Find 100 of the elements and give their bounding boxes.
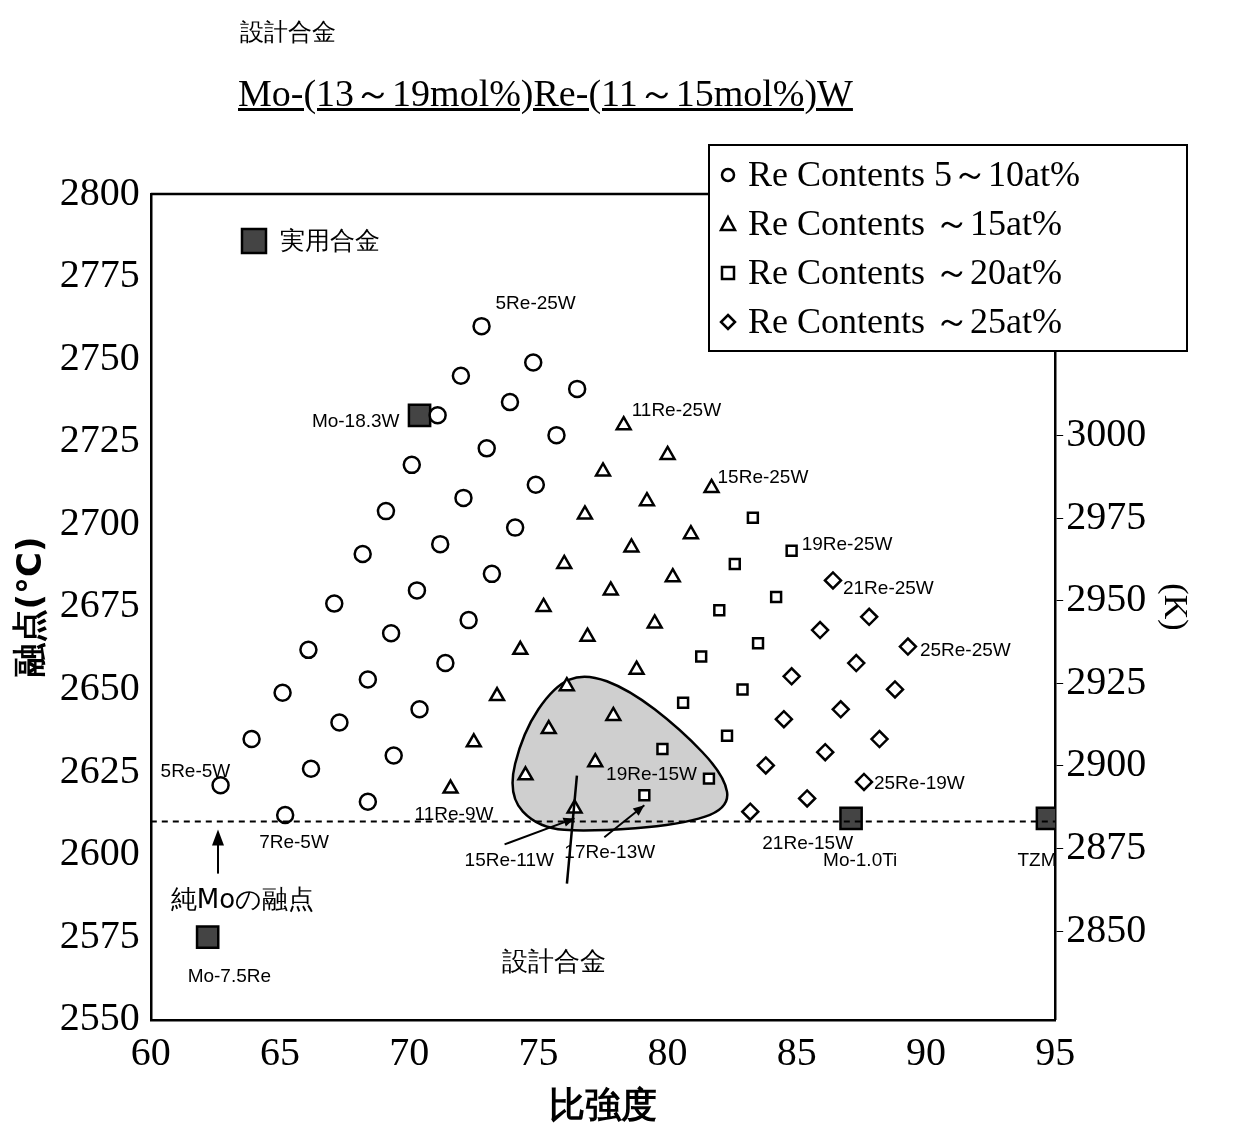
x-tick-label: 90: [906, 1029, 946, 1075]
point: [859, 607, 879, 627]
point: [325, 594, 344, 613]
annotation: 19Re-15W: [606, 762, 697, 784]
point: [358, 670, 378, 689]
y-tick-label: 2750: [59, 333, 140, 379]
point: [558, 676, 575, 692]
legend-label: Re Contents ～25at%: [748, 300, 1062, 343]
point: [728, 557, 741, 571]
point: [517, 766, 534, 781]
point: [273, 683, 292, 703]
point: [638, 788, 651, 802]
annotation: Mo-7.5Re: [187, 965, 272, 987]
point: [275, 805, 295, 825]
point: [301, 759, 321, 779]
point: [535, 597, 552, 613]
y-tick-label: 2625: [59, 746, 140, 792]
annotation: 5Re-25W: [495, 292, 576, 314]
x-axis-title: 比強度: [549, 1083, 657, 1125]
annotation: 15Re-11W: [464, 848, 555, 870]
point: [465, 733, 482, 748]
annotation: 5Re-5W: [160, 759, 231, 781]
point: [512, 640, 529, 656]
y2-tick-label: 2950: [1066, 575, 1147, 621]
point: [500, 392, 520, 412]
point: [407, 581, 427, 600]
point: [623, 538, 640, 553]
point: [587, 752, 604, 768]
point: [870, 729, 889, 749]
y-tick-label: 2800: [59, 168, 140, 214]
legend-label: 実用合金: [280, 225, 380, 257]
annotation: 19Re-25W: [801, 532, 893, 554]
point: [664, 567, 681, 583]
y-axis-title: 融点(°C): [9, 536, 50, 678]
point: [579, 627, 596, 642]
point: [782, 667, 801, 686]
y-tick-label: 2700: [59, 498, 140, 544]
point: [839, 806, 863, 831]
x-tick-label: 70: [389, 1029, 430, 1075]
point: [682, 524, 700, 540]
legend-label: Re Contents ～20at%: [748, 251, 1062, 294]
point: [556, 554, 573, 570]
point: [407, 403, 432, 428]
chart-title: 設計合金: [240, 17, 336, 48]
point: [540, 719, 557, 735]
point: [694, 650, 708, 663]
point: [195, 925, 220, 950]
point: [353, 544, 372, 564]
y2-tick-label: 2875: [1066, 823, 1147, 869]
x-tick-label: 85: [776, 1029, 817, 1075]
point: [615, 415, 632, 431]
point: [756, 756, 776, 775]
point: [299, 640, 318, 660]
x-tick-label: 75: [518, 1029, 559, 1075]
point: [846, 653, 866, 673]
point: [381, 624, 401, 643]
point: [428, 406, 447, 425]
point: [402, 455, 422, 475]
point: [659, 445, 676, 461]
point: [898, 637, 918, 656]
point: [605, 706, 622, 722]
annotation: 設計合金: [501, 946, 606, 977]
point: [746, 511, 760, 524]
point: [885, 680, 905, 699]
point: [451, 366, 471, 385]
y-tick-label: 2775: [59, 251, 140, 297]
point: [797, 789, 817, 808]
point: [242, 729, 261, 749]
point: [526, 475, 546, 494]
point: [477, 439, 496, 458]
annotation: Mo-18.3W: [311, 409, 400, 431]
y-tick-label: 2575: [59, 911, 140, 957]
point: [358, 792, 378, 812]
point: [741, 802, 760, 821]
point: [505, 518, 525, 537]
point: [736, 683, 749, 696]
point: [459, 610, 478, 630]
point: [488, 686, 506, 702]
point: [713, 604, 726, 617]
y2-tick-label: 2850: [1066, 905, 1147, 951]
y2-tick-label: 2925: [1066, 657, 1147, 703]
point: [720, 729, 734, 742]
point: [472, 316, 491, 336]
point: [454, 488, 473, 508]
point: [628, 660, 645, 675]
y2-tick-label: 3000: [1066, 410, 1147, 456]
legend-label: Re Contents ～15at%: [748, 202, 1062, 245]
annotation: 25Re-25W: [919, 638, 1011, 660]
point: [594, 462, 612, 477]
point: [482, 564, 502, 584]
y2-axis-title: (K): [1156, 583, 1195, 631]
point: [523, 353, 543, 372]
point: [702, 772, 716, 785]
point: [376, 501, 396, 521]
point: [676, 696, 690, 709]
x-tick-label: 65: [260, 1029, 300, 1075]
y-tick-label: 2725: [59, 416, 140, 462]
y2-tick-label: 2900: [1066, 740, 1147, 786]
annotation: 15Re-25W: [717, 466, 809, 488]
x-tick-label: 95: [1035, 1029, 1076, 1075]
